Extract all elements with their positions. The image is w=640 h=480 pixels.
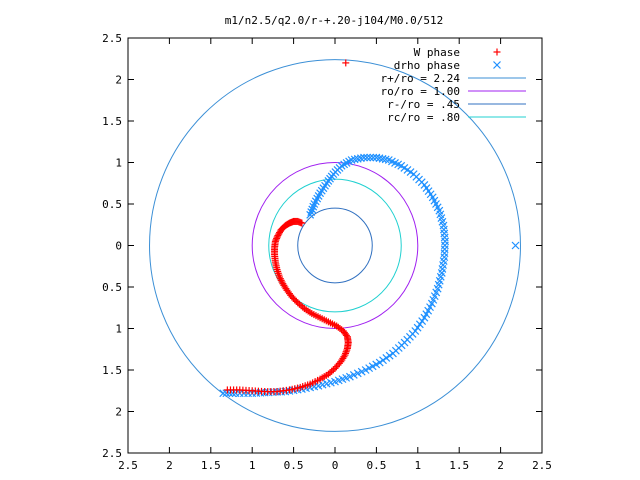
- y-tick-label: 2.5: [102, 32, 122, 45]
- drho-phase-point: [360, 153, 368, 162]
- circle-r-: [297, 207, 373, 284]
- drho-phase-point: [308, 205, 317, 214]
- drho-phase-point: [366, 153, 375, 162]
- drho-phase-point: [379, 356, 387, 365]
- x-tick-label: 1.5: [449, 459, 469, 472]
- legend-label: r+/ro = 2.24: [381, 72, 461, 85]
- w-phase-point: [332, 363, 340, 371]
- y-tick-label: 1.5: [102, 364, 122, 377]
- w-phase-point: [493, 48, 501, 56]
- drho-phase-point: [306, 210, 315, 219]
- drho-phase-point: [381, 155, 390, 164]
- drho-phase-point: [307, 208, 316, 217]
- y-tick-label: 1: [115, 157, 122, 170]
- legend-label: r-/ro = .45: [387, 98, 460, 111]
- drho-phase-point: [385, 351, 394, 360]
- drho-phase-point: [415, 320, 424, 329]
- drho-phase-point: [420, 313, 429, 322]
- y-tick-label: 2.5: [102, 447, 122, 460]
- x-tick-label: 2.5: [118, 459, 138, 472]
- w-phase-point: [223, 386, 231, 394]
- drho-phase-point: [353, 369, 362, 378]
- drho-phase-point: [219, 389, 228, 398]
- drho-phase-point: [309, 202, 318, 211]
- drho-phase-point: [493, 61, 501, 69]
- legend-label: rc/ro = .80: [387, 111, 460, 124]
- y-tick-label: 0: [115, 240, 122, 253]
- chart-title: m1/n2.5/q2.0/r-+.20-j104/M0.0/512: [225, 14, 444, 27]
- drho-phase-point: [378, 154, 387, 163]
- legend-label: W phase: [414, 46, 460, 59]
- w-phase-point: [342, 348, 350, 356]
- drho-phase-point: [361, 366, 370, 374]
- y-tick-label: 2: [115, 74, 122, 87]
- x-tick-label: 1.5: [201, 459, 221, 472]
- drho-phase-point: [511, 241, 520, 250]
- drho-phase-point: [418, 317, 427, 325]
- drho-phase-point: [356, 154, 365, 163]
- y-tick-label: 2: [115, 406, 122, 419]
- drho-phase-point: [382, 354, 391, 362]
- w-phase-point: [272, 236, 280, 244]
- y-tick-label: 1: [115, 323, 122, 336]
- w-phase-point: [343, 344, 351, 352]
- x-tick-label: 2: [497, 459, 504, 472]
- drho-phase-point: [389, 349, 397, 358]
- y-tick-label: 0.5: [102, 198, 122, 211]
- w-phase-point: [276, 273, 284, 281]
- w-phase-point: [342, 59, 350, 67]
- drho-phase-point: [349, 371, 358, 379]
- drho-phase-point: [363, 153, 372, 162]
- w-phase-point: [326, 369, 334, 377]
- x-tick-label: 0.5: [366, 459, 386, 472]
- w-phase-point: [277, 276, 285, 284]
- w-phase-point: [343, 346, 351, 354]
- y-tick-label: 0.5: [102, 281, 122, 294]
- x-tick-label: 2: [166, 459, 173, 472]
- reference-circles: [149, 59, 521, 432]
- drho-phase-point: [357, 367, 366, 376]
- x-tick-label: 2.5: [532, 459, 552, 472]
- drho-phase-point: [375, 154, 384, 163]
- plot-frame: [127, 37, 543, 454]
- legend-label: drho phase: [394, 59, 460, 72]
- drho-phase-point: [372, 153, 381, 162]
- x-tick-label: 1: [414, 459, 421, 472]
- drho-phase-point: [369, 153, 378, 162]
- drho-phase-point: [353, 154, 362, 163]
- circle-r+: [149, 59, 521, 432]
- drho-phase-point: [222, 389, 231, 398]
- drho-phase-point: [350, 155, 359, 164]
- legend-label: ro/ro = 1.00: [381, 85, 460, 98]
- drho-phase-point: [347, 156, 356, 164]
- circle-ro: [251, 162, 419, 329]
- y-tick-label: 1.5: [102, 115, 122, 128]
- w-phase-point: [276, 275, 284, 283]
- x-tick-label: 1: [249, 459, 256, 472]
- data-points: [219, 59, 520, 398]
- drho-phase-point: [413, 323, 422, 332]
- w-phase-point: [299, 303, 307, 311]
- x-tick-label: 0.5: [284, 459, 304, 472]
- w-phase-point: [342, 349, 350, 357]
- axis-ticks: 2.5 2 1.5 1 0.5 0 0.5 1 1.5 2 2.52.521.510.500.511…: [102, 32, 552, 472]
- x-tick-label: 0: [332, 459, 339, 472]
